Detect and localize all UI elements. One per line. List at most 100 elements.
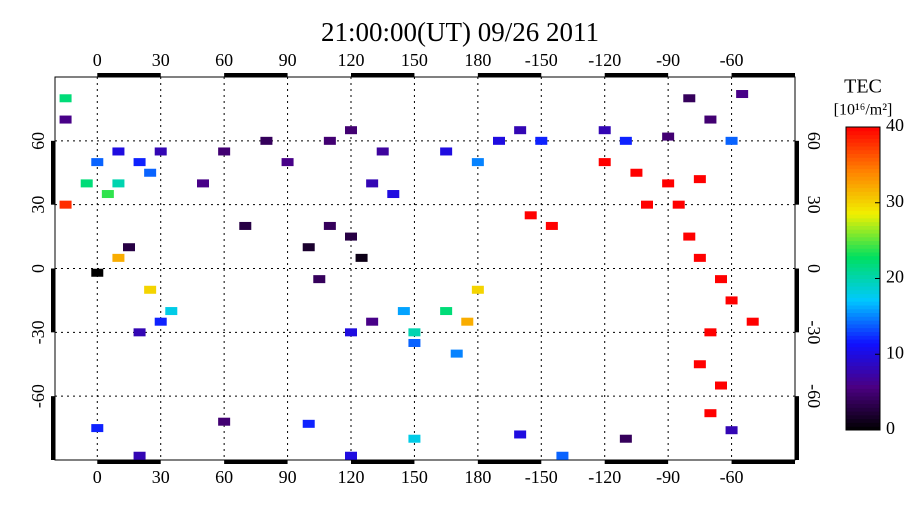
frame-bar [97,73,161,77]
tec-point [59,115,72,124]
colorbar-tick-label: 10 [886,342,904,362]
tec-point [112,179,125,188]
colorbar-swatch [846,407,880,412]
frame-bar [51,396,55,460]
x-tick-label-bottom: 180 [464,467,491,487]
frame-bar [604,460,669,464]
tec-point [91,424,104,433]
tec-point [641,200,653,209]
colorbar-swatch [846,350,880,355]
colorbar-swatch [846,168,880,173]
colorbar-swatch [846,240,880,245]
colorbar-tick-label: 30 [886,191,904,211]
y-tick-label-right: 30 [804,196,824,214]
colorbar-swatch [846,422,880,427]
tec-point [440,147,453,156]
colorbar-label: TEC [844,76,882,98]
colorbar-swatch [846,138,880,143]
tec-point [662,179,675,188]
colorbar-swatch [846,153,880,158]
x-tick-label-bottom: 90 [279,467,297,487]
x-tick-label-top: 120 [338,50,365,70]
tec-point [323,221,336,230]
colorbar-swatch [846,225,880,230]
tec-point [91,158,104,167]
y-tick-label-right: 0 [804,264,824,273]
tec-point [218,147,231,156]
frame-bar [51,140,55,205]
tec-point [323,136,336,145]
colorbar-swatch [846,323,880,329]
colorbar-swatch [846,297,880,302]
tec-point [598,126,611,135]
colorbar-swatch [846,414,880,420]
tec-point [366,317,379,326]
colorbar-swatch [846,418,880,423]
tec-point [725,296,738,305]
colorbar-swatch [846,426,880,431]
frame-bar [351,73,415,77]
x-tick-label-top: 90 [279,50,297,70]
colorbar-swatch [846,134,880,139]
colorbar-swatch [846,172,880,177]
tec-point [408,328,421,337]
tec-point [112,253,125,262]
tec-point [345,451,357,460]
colorbar-swatch [846,316,880,321]
tec-point [387,190,400,199]
colorbar-swatch [846,221,880,226]
colorbar-swatch [846,365,880,370]
colorbar-swatch [846,145,880,151]
frame-bar [604,73,669,77]
colorbar-swatch [846,233,880,238]
frame-bar [477,73,542,77]
colorbar-swatch [846,384,880,389]
colorbar-swatch [846,161,880,166]
tec-point [693,360,706,369]
frame-bar [731,73,795,77]
tec-point [514,430,527,439]
colorbar-swatch [846,202,880,208]
colorbar-swatch [846,361,880,367]
x-tick-label-top: 30 [152,50,170,70]
tec-point [461,317,474,326]
colorbar-swatch [846,191,880,196]
frame-bar [795,396,799,460]
x-tick-label-bottom: -90 [656,467,680,487]
tec-point [302,243,315,252]
tec-point [450,349,463,358]
x-tick-label-bottom: -120 [588,467,621,487]
tec-point [376,147,389,156]
y-tick-label-right: 60 [804,132,824,150]
colorbar-swatch [846,346,880,351]
tec-point [101,190,114,199]
colorbar-swatch [846,282,880,287]
frame-bar [351,460,415,464]
colorbar-swatch [846,187,880,192]
colorbar-swatch [846,198,880,204]
colorbar-swatch [846,157,880,162]
colorbar-swatch [846,210,880,215]
tec-point [408,434,421,443]
colorbar-swatch [846,308,880,314]
colorbar-swatch [846,130,880,136]
tec-point [133,451,146,460]
tec-point [693,253,706,262]
tec-point [133,158,146,167]
tec-point [524,211,537,220]
tec-point [514,126,527,135]
tec-point [302,419,315,428]
colorbar-swatch [846,195,880,200]
tec-point [133,328,146,337]
colorbar-swatch [846,403,880,408]
x-tick-label-top: -120 [588,50,621,70]
x-tick-label-bottom: 150 [401,467,428,487]
tec-point [239,221,252,230]
x-tick-label-top: 0 [93,50,102,70]
colorbar-tick-label: 20 [886,267,904,287]
tec-point [598,158,611,167]
tec-point [165,307,178,316]
tec-point [471,285,484,294]
colorbar-swatch [846,248,880,253]
tec-point [91,268,104,277]
